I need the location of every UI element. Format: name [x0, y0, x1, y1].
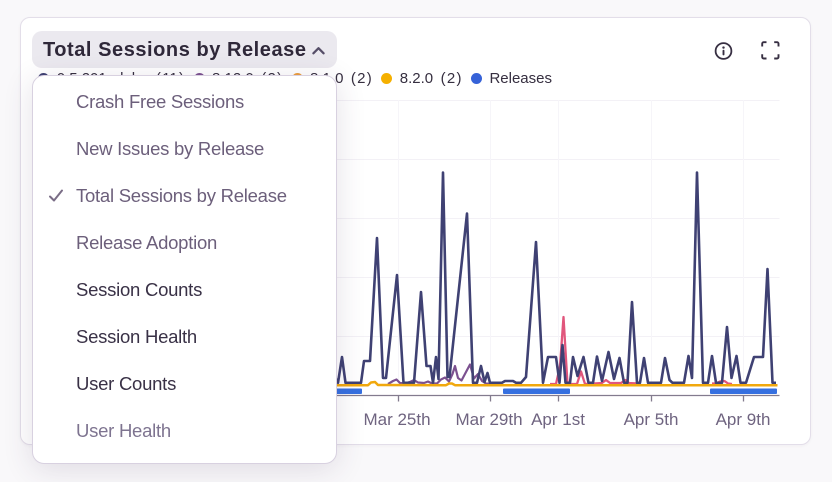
- svg-text:Apr 1st: Apr 1st: [531, 410, 585, 429]
- svg-text:Mar 25th: Mar 25th: [363, 410, 430, 429]
- svg-text:Mar 29th: Mar 29th: [455, 410, 522, 429]
- svg-text:Apr 9th: Apr 9th: [716, 410, 771, 429]
- svg-text:Apr 5th: Apr 5th: [624, 410, 679, 429]
